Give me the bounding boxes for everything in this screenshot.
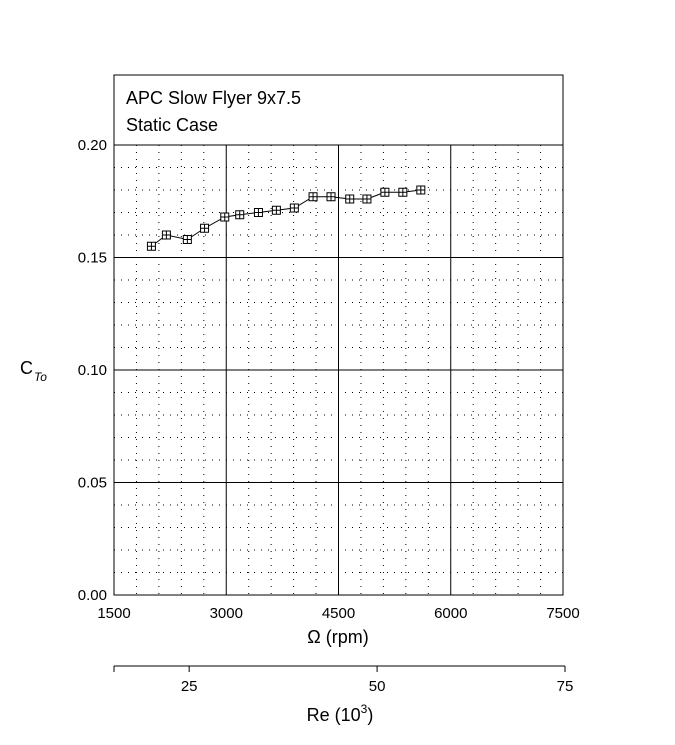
data-point (182, 235, 192, 244)
re-axis-label-main: Re (10 (307, 705, 361, 725)
y-axis-label-main: C (20, 358, 33, 378)
data-point (289, 203, 299, 213)
data-point (220, 212, 230, 222)
y-tick-label: 0.10 (78, 362, 107, 379)
title-box (113, 74, 564, 146)
re-tick-label: 25 (181, 678, 198, 695)
re-tick-label: 50 (369, 678, 386, 695)
x-tick-label: 6000 (434, 605, 467, 622)
y-tick-labels: 0.00 0.05 0.10 0.15 0.20 (78, 137, 107, 604)
x-tick-label: 7500 (546, 605, 579, 622)
x-tick-label: 1500 (97, 605, 130, 622)
data-point (362, 194, 372, 204)
data-point (161, 230, 171, 240)
series (146, 185, 426, 251)
re-axis-ticks: 25 50 75 (113, 666, 574, 695)
series-markers (146, 185, 426, 251)
re-axis-label-superscript: 3 (361, 702, 368, 716)
data-point (308, 192, 318, 202)
re-tick-label: 75 (557, 678, 574, 695)
data-point (235, 210, 245, 220)
x-tick-label: 3000 (210, 605, 243, 622)
y-axis-label-subscript: To (34, 370, 47, 384)
data-point (380, 187, 390, 197)
data-point (253, 208, 263, 217)
y-tick-label: 0.15 (78, 250, 107, 267)
x-axis-label: Ω (rpm) (307, 627, 368, 647)
data-point (326, 192, 336, 202)
y-axis-label: CTo (20, 358, 47, 384)
x-tick-label: 4500 (322, 605, 355, 622)
series-line (151, 189, 421, 247)
y-tick-label: 0.00 (78, 587, 107, 604)
major-grid (114, 145, 563, 595)
x-tick-labels: 1500 3000 4500 6000 7500 (97, 605, 579, 622)
plot-frame (113, 144, 564, 596)
re-axis: 25 50 75 Re (103) (113, 665, 574, 725)
chart-title-line-2: Static Case (126, 115, 218, 135)
data-point (416, 185, 426, 195)
data-point (271, 205, 281, 215)
y-tick-label: 0.05 (78, 475, 107, 492)
re-axis-label: Re (103) (307, 702, 374, 725)
chart-title-line-1: APC Slow Flyer 9x7.5 (126, 88, 301, 108)
re-axis-label-close: ) (367, 705, 373, 725)
data-point (200, 223, 210, 233)
data-point (146, 241, 156, 251)
data-point (398, 187, 408, 197)
y-tick-label: 0.20 (78, 137, 107, 154)
data-point (345, 194, 355, 204)
